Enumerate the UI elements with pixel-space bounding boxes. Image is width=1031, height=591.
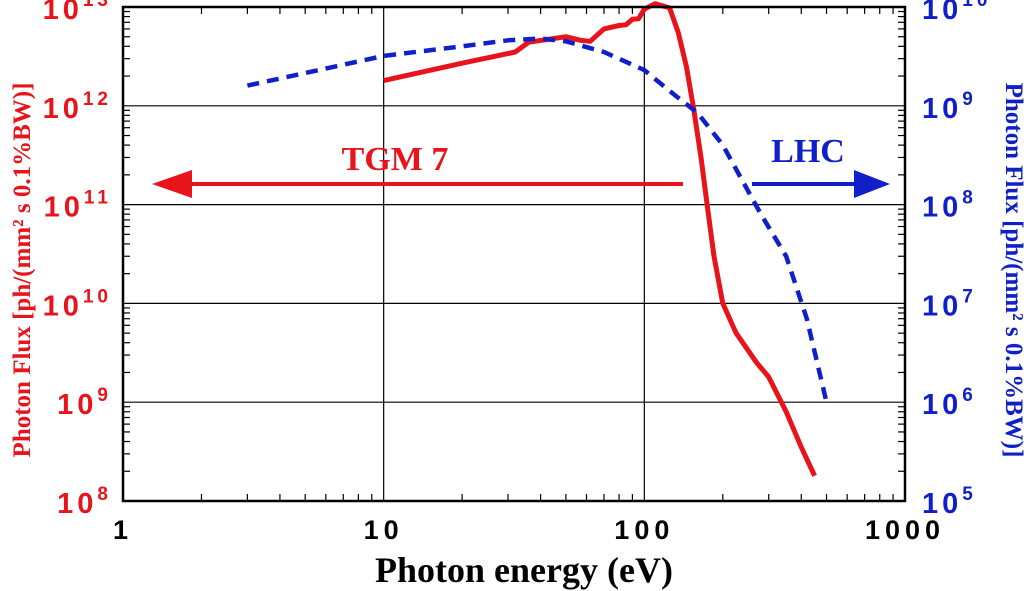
lhc-arrowhead-right xyxy=(854,170,890,198)
left-y-axis-title: Photon Flux [ph/(mm² s 0.1%BW)] xyxy=(9,83,36,458)
x-tick-label: 100 xyxy=(614,515,674,545)
y-tick-label: 1010 xyxy=(43,286,112,322)
y-tick-label: 1012 xyxy=(43,89,112,125)
x-tick-label: 10 xyxy=(364,515,404,545)
x-tick-label: 1000 xyxy=(865,515,945,545)
annotations: TGM 7 LHC xyxy=(152,133,890,198)
y-tick-label: 1013 xyxy=(43,0,112,26)
tick-marks xyxy=(123,7,905,501)
x-axis-title: Photon energy (eV) xyxy=(375,550,673,590)
plot-frame xyxy=(121,5,907,503)
tgm7-annotation-label: TGM 7 xyxy=(342,141,449,178)
tgm7-arrowhead-left xyxy=(152,170,192,198)
y-tick-label: 107 xyxy=(922,286,977,322)
y-tick-label: 108 xyxy=(57,484,112,520)
left-y-tick-labels: 108 109 1010 1011 1012 1013 xyxy=(43,0,112,520)
y-tick-label: 1011 xyxy=(44,188,112,224)
lhc-annotation-label: LHC xyxy=(771,133,845,170)
y-tick-label: 1010 xyxy=(922,0,991,26)
gridlines xyxy=(123,7,905,501)
y-tick-label: 108 xyxy=(922,188,977,224)
y-tick-label: 105 xyxy=(922,484,977,520)
y-tick-label: 109 xyxy=(57,385,112,421)
y-tick-label: 109 xyxy=(922,89,977,125)
series-layer xyxy=(246,1,829,477)
x-tick-labels: 1 10 100 1000 xyxy=(113,515,945,545)
series-tgm-7-line xyxy=(383,1,817,477)
right-y-axis-title: Photon Flux [ph/(mm² s 0.1%BW)] xyxy=(1000,83,1027,458)
right-y-tick-labels: 105 106 107 108 109 1010 xyxy=(922,0,991,520)
series-lhc-line xyxy=(246,36,829,403)
x-tick-label: 1 xyxy=(113,515,133,545)
y-tick-label: 106 xyxy=(922,385,977,421)
